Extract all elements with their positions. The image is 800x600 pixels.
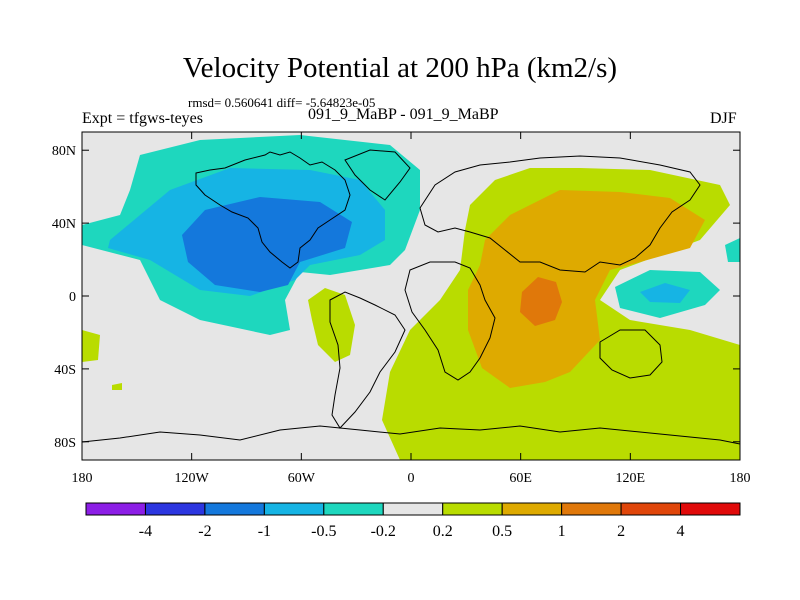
contour-band-positive-weak	[112, 383, 122, 390]
colorbar-swatch	[85, 502, 146, 516]
colorbar-level-label: -4	[139, 523, 152, 540]
stats-line: rmsd= 0.560641 diff= -5.64823e-05	[188, 95, 376, 110]
colorbar: -4 -2 -1 -0.5 -0.2 0.2 0.5 1 2 4	[85, 502, 741, 540]
x-tick-label: 60W	[288, 471, 316, 486]
colorbar-level-label: 4	[677, 523, 685, 540]
colorbar-swatch	[382, 502, 444, 516]
colorbar-swatch	[680, 502, 741, 516]
y-tick-label: 80S	[54, 436, 76, 451]
colorbar-level-label: -0.2	[371, 523, 396, 540]
colorbar-level-label: -0.5	[311, 523, 336, 540]
x-tick-label: 60E	[509, 471, 532, 486]
contour-fill-layer	[82, 135, 740, 460]
colorbar-swatch	[561, 502, 622, 516]
contour-band-negative-moderate	[640, 283, 690, 303]
colorbar-swatch	[204, 502, 265, 516]
y-tick-label: 0	[69, 290, 76, 305]
colorbar-swatch	[263, 502, 325, 516]
colorbar-level-label: 0.5	[492, 523, 512, 540]
contour-band-positive-weak	[82, 330, 100, 362]
experiment-label: Expt = tfgws-teyes	[82, 110, 203, 127]
coastline-antarctica	[82, 425, 740, 445]
case-label: 091_9_MaBP - 091_9_MaBP	[308, 106, 499, 123]
contour-band-negative-strong	[182, 197, 352, 292]
coastline-australia	[599, 329, 663, 379]
x-tick-label: 120W	[175, 471, 210, 486]
coastline-greenland	[344, 149, 411, 201]
colorbar-swatch	[144, 502, 206, 516]
chart-title: Velocity Potential at 200 hPa (km2/s)	[182, 52, 618, 84]
colorbar-level-label: 1	[558, 523, 566, 540]
contour-band-positive-strong	[520, 277, 562, 326]
coastline-south-america	[329, 291, 406, 429]
axis-ticks: 180 120W 60W 0 60E 120E 180 80N 40N 0 40S 80S	[52, 132, 751, 486]
x-tick-label: 120E	[616, 471, 646, 486]
coastline-north-america	[195, 151, 351, 269]
colorbar-level-label: -1	[258, 523, 271, 540]
coastline-africa	[404, 261, 496, 381]
colorbar-swatch	[501, 502, 563, 516]
colorbar-swatch	[323, 502, 384, 516]
colorbar-level-label: -2	[198, 523, 211, 540]
coastline-eurasia	[419, 155, 701, 273]
y-tick-label: 40N	[52, 217, 76, 232]
contour-band-negative-weak	[725, 238, 740, 262]
x-tick-label: 180	[730, 471, 751, 486]
coastline-layer	[82, 149, 740, 445]
colorbar-swatch	[442, 502, 503, 516]
colorbar-level-label: 0.2	[433, 523, 453, 540]
x-tick-label: 180	[72, 471, 93, 486]
season-label: DJF	[710, 110, 737, 127]
colorbar-level-label: 2	[617, 523, 625, 540]
y-tick-label: 40S	[54, 363, 76, 378]
contour-band-positive-moderate	[468, 190, 705, 388]
colorbar-swatch	[620, 502, 682, 516]
x-tick-label: 0	[408, 471, 415, 486]
y-tick-label: 80N	[52, 144, 76, 159]
